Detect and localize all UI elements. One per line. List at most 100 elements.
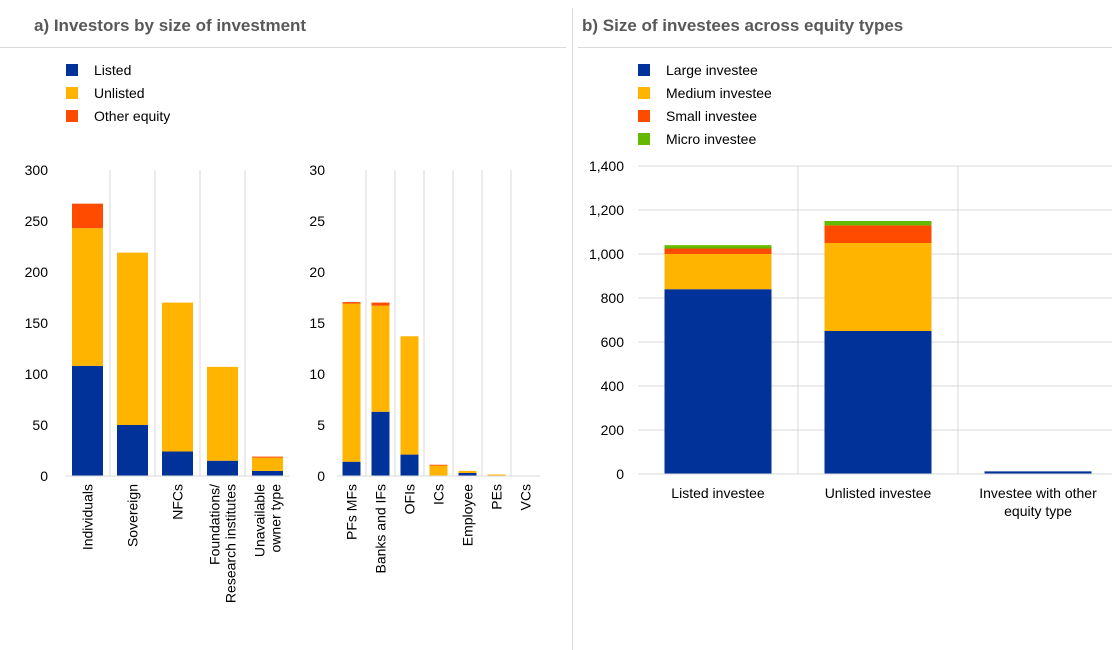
bar-segment <box>458 470 477 473</box>
legend-label: Listed <box>94 61 132 78</box>
x-tick-label: Foundations/ <box>207 484 223 565</box>
x-tick-label: Employee <box>460 484 476 546</box>
legend-swatch <box>66 109 78 122</box>
y-tick-label: 100 <box>25 366 49 382</box>
y-tick-label: 1,400 <box>589 158 624 174</box>
legend-item: Other equity <box>66 104 170 127</box>
legend-item: Unlisted <box>66 81 170 104</box>
bar-segment <box>824 331 932 474</box>
legend-label: Other equity <box>94 107 171 124</box>
y-tick-label: 5 <box>317 417 325 433</box>
legend-item: Micro investee <box>638 127 772 150</box>
bar-segment <box>207 460 238 476</box>
bar-segment <box>664 248 772 254</box>
x-tick-label: NFCs <box>170 484 186 520</box>
y-tick-label: 30 <box>309 162 325 178</box>
bar-segment <box>458 472 477 476</box>
x-tick-label: equity type <box>1004 503 1072 519</box>
x-tick-label: Individuals <box>80 484 96 550</box>
y-tick-label: 600 <box>601 334 625 350</box>
bar-segment <box>400 454 419 476</box>
bar-segment <box>371 305 390 412</box>
legend-label: Medium investee <box>666 84 772 101</box>
x-tick-label: Unlisted investee <box>825 485 932 501</box>
bar-segment <box>162 302 193 452</box>
y-tick-label: 50 <box>32 417 48 433</box>
y-tick-label: 20 <box>309 264 325 280</box>
x-tick-label: VCs <box>518 484 534 510</box>
bar-segment <box>207 366 238 461</box>
bar-segment <box>824 243 932 331</box>
x-tick-label: PEs <box>489 484 505 510</box>
x-tick-label: Unavailable <box>252 484 268 557</box>
y-tick-label: 10 <box>309 366 325 382</box>
bar-segment <box>429 465 448 476</box>
bar-segment <box>72 228 103 366</box>
bar-segment <box>371 302 390 306</box>
legend-swatch <box>66 63 78 76</box>
x-tick-label: OFIs <box>402 484 418 514</box>
legend-a: Listed Unlisted Other equity <box>66 58 170 127</box>
bar-segment <box>252 456 283 458</box>
bar-segment <box>162 451 193 476</box>
panel-b-rule <box>578 47 1112 48</box>
legend-label: Small investee <box>666 107 758 124</box>
x-tick-label: Investee with other <box>979 485 1097 501</box>
x-tick-label: owner type <box>268 484 284 553</box>
bar-segment <box>664 289 772 474</box>
y-tick-label: 800 <box>601 290 625 306</box>
bar-segment <box>664 254 772 290</box>
bar-segment <box>342 302 361 304</box>
y-tick-label: 150 <box>25 315 49 331</box>
y-tick-label: 25 <box>309 213 325 229</box>
y-tick-label: 400 <box>601 378 625 394</box>
x-tick-label: PFs MFs <box>344 484 360 540</box>
y-tick-label: 250 <box>25 213 49 229</box>
legend-b: Large investee Medium investee Small inv… <box>638 58 772 150</box>
legend-swatch <box>638 63 650 76</box>
bar-segment <box>400 336 419 455</box>
legend-swatch <box>66 86 78 99</box>
legend-item: Listed <box>66 58 170 81</box>
bar-segment <box>487 474 506 476</box>
bar-segment <box>371 411 390 476</box>
panel-a-title: a) Investors by size of investment <box>34 16 307 35</box>
x-tick-label: Banks and IFs <box>373 484 389 574</box>
x-tick-label: Listed investee <box>671 485 765 501</box>
y-tick-label: 0 <box>317 468 325 484</box>
bar-segment <box>984 471 1092 474</box>
y-tick-label: 300 <box>25 162 49 178</box>
x-tick-label: Sovereign <box>125 484 141 547</box>
legend-swatch <box>638 86 650 99</box>
legend-label: Large investee <box>666 61 758 78</box>
bar-segment <box>72 203 103 229</box>
legend-swatch <box>638 109 650 122</box>
y-tick-label: 1,200 <box>589 202 624 218</box>
bar-segment <box>824 221 932 226</box>
y-tick-label: 0 <box>616 466 624 482</box>
panel-divider <box>572 8 573 650</box>
bar-segment <box>252 457 283 471</box>
bar-segment <box>252 470 283 476</box>
bar-segment <box>664 245 772 249</box>
y-tick-label: 0 <box>40 468 48 484</box>
legend-item: Large investee <box>638 58 772 81</box>
bar-segment <box>824 225 932 243</box>
legend-swatch <box>638 132 650 145</box>
legend-item: Medium investee <box>638 81 772 104</box>
legend-item: Small investee <box>638 104 772 127</box>
legend-label: Unlisted <box>94 84 145 101</box>
bar-segment <box>342 303 361 462</box>
x-tick-label: ICs <box>431 484 447 505</box>
bar-segment <box>342 461 361 476</box>
y-tick-label: 200 <box>25 264 49 280</box>
legend-label: Micro investee <box>666 130 757 147</box>
bar-segment <box>72 365 103 476</box>
panel-b-title: b) Size of investees across equity types <box>582 16 904 35</box>
y-tick-label: 200 <box>601 422 625 438</box>
y-tick-label: 15 <box>309 315 325 331</box>
bar-segment <box>117 425 148 476</box>
y-tick-label: 1,000 <box>589 246 624 262</box>
x-tick-label: Research institutes <box>223 484 239 603</box>
